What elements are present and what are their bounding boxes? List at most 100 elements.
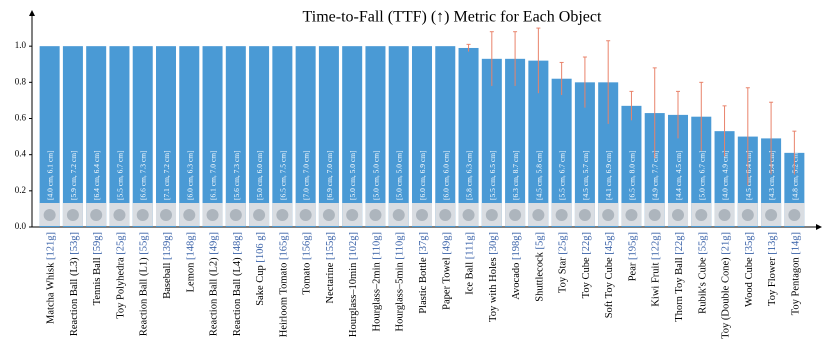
x-tick-label: Nectarine [155g] [325,232,336,303]
thumbnail-object [136,209,149,221]
thumbnail-object [369,209,382,221]
bar [179,46,200,227]
category-name: Matcha Whisk [46,262,57,324]
x-tick-label: Matcha Whisk [121g] [46,232,57,324]
category-name: Paper Towel [441,257,452,310]
size-label: [7.1 cm, 7.2 cm] [162,150,171,200]
bar [249,46,270,227]
y-tick-label: 0.8 [15,76,27,86]
size-label: [5.6 cm, 7.3 cm] [232,150,241,200]
x-tick-label: Thorn Toy Ball [22g] [674,232,685,322]
x-tick-label: Pear [195g] [627,232,638,281]
category-name: Toy Cube [581,257,592,298]
x-tick-label: Toy Pentagon [14g] [790,232,801,315]
bar [481,58,502,228]
category-weight: [198g] [511,232,522,260]
category-name: Toy (Double Cone) [721,257,732,339]
thumbnail-object [625,209,638,221]
thumbnail-object [66,209,79,221]
category-name: Reaction Ball (L2) [209,257,220,336]
thumbnail-object [578,209,591,221]
category-name: Rubik's Cube [697,257,708,314]
thumbnail-object [346,209,359,221]
bar [225,46,246,227]
size-label: [6.4 cm, 6.4 cm] [92,150,101,200]
size-label: [6.0 cm, 6.3 cm] [185,150,194,200]
x-tick-label: Toy Star [25g] [558,232,569,293]
thumbnail-object [555,209,568,221]
bar [62,46,83,227]
thumbnail-object [229,209,242,221]
x-tick-label: Toy Flower [13g] [767,232,778,306]
size-label: [4.5 cm, 5.7 cm] [581,150,590,200]
category-weight: [110g] [395,232,406,260]
category-name: Avocado [511,263,522,300]
category-weight: [110g] [371,232,382,260]
bar [295,46,316,227]
bar [505,58,526,228]
x-tick-label: Paper Towel [49g] [441,232,452,310]
thumbnail-object [532,209,545,221]
x-tick-label: Sake Cup [106 g] [255,232,266,306]
bar [435,46,456,227]
bar [39,46,60,227]
x-tick-label: Toy Polyhedra [25g] [115,232,126,319]
size-label: [4.0 cm, 6.1 cm] [46,150,55,200]
x-tick-label: Kiwi Fruit [122g] [651,232,662,307]
x-tick-label: Reaction Ball (L4) [48g] [232,232,243,336]
thumbnail-object [648,209,661,221]
bar [342,46,363,227]
bar [202,46,223,227]
category-name: Pear [627,262,638,281]
thumbnail-object [276,209,289,221]
size-label: [4.9 cm, 7.7 cm] [651,150,660,200]
thumbnail-object [160,209,172,221]
category-name: Sake Cup [255,265,266,306]
category-name: Heirloom Tomato [278,263,289,338]
category-name: Hourglass–2min [371,261,382,331]
category-weight: [45g] [604,232,615,255]
category-weight: [102g] [348,232,359,260]
size-label: [7.0 cm, 7.0 cm] [302,150,311,200]
category-name: Soft Toy Cube [604,257,615,318]
category-weight: [49g] [441,232,452,255]
category-name: Toy Pentagon [790,257,801,316]
x-tick-label: Plastic Bottle [37g] [418,232,429,314]
thumbnail-object [741,209,754,221]
category-name: Baseball [162,263,173,299]
size-label: [5.5 cm, 6.7 cm] [115,150,124,200]
bar [86,46,107,227]
size-label: [6.5 cm, 8.0 cm] [627,150,636,200]
x-tick-label: Baseball [139g] [162,232,173,299]
x-tick-label: Wood Cube [35g] [744,232,755,307]
category-name: Wood Cube [744,257,755,307]
size-label: [4.0 cm, 4.9 cm] [721,150,730,200]
category-weight: [121g] [46,232,57,260]
x-tick-label: Shuttlecock [5g] [534,232,545,302]
thumbnail-object [485,209,498,221]
category-name: Ice Ball [465,262,476,295]
bar [365,46,386,227]
thumbnail-object [90,209,103,221]
x-tick-label: Toy with Holes [30g] [488,232,499,322]
size-label: [5.0 cm, 5.0 cm] [371,150,380,200]
x-tick-label: Lemon [148g] [185,232,196,292]
bar [388,46,409,227]
size-label: [5.5 cm, 6.5 cm] [488,150,497,200]
category-name: Hourglass–10min [348,262,359,337]
size-label: [6.9 cm, 7.0 cm] [325,150,334,200]
x-tick-label: Reaction Ball (L3) [53g] [69,232,80,336]
category-weight: [165g] [278,232,289,260]
size-label: [4.3 cm, 5.4 cm] [767,150,776,200]
bar [411,46,433,227]
bar [644,113,665,227]
bar [132,46,153,227]
bar [155,46,177,227]
size-label: [5.9 cm, 7.2 cm] [69,150,78,200]
size-label: [4.8 cm, 5.2 cm] [790,150,799,200]
category-weight: [139g] [162,232,173,260]
bar [458,47,479,227]
bar [621,105,642,227]
thumbnail-object [253,209,266,221]
bar [109,46,130,227]
